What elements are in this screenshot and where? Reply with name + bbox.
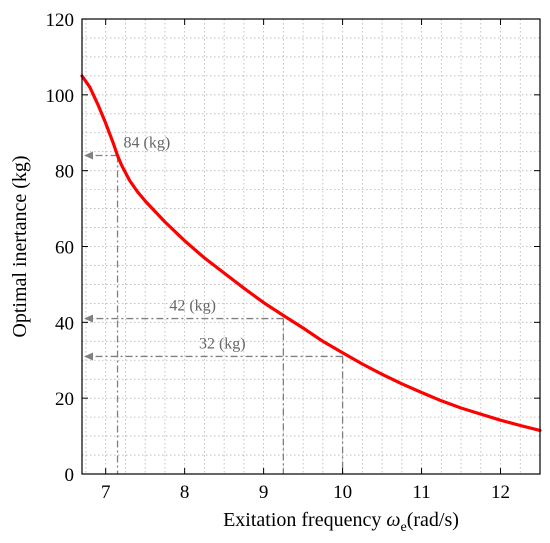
y-axis-title: Optimal inertance (kg) xyxy=(9,155,31,337)
series-line xyxy=(80,74,542,432)
y-tick-label: 100 xyxy=(46,86,75,107)
annotation-arrow-head xyxy=(84,352,93,361)
y-ticks: 0 20 40 60 80 100 120 xyxy=(46,10,540,486)
y-tick-label: 120 xyxy=(46,10,75,31)
y-tick-label: 80 xyxy=(55,162,74,183)
annotation-guides xyxy=(84,151,344,474)
y-tick-label: 60 xyxy=(55,238,74,259)
x-ticks: 7 8 9 10 11 12 xyxy=(101,19,510,503)
annotation-label: 42 (kg) xyxy=(169,298,216,315)
x-tick-label: 10 xyxy=(333,482,352,503)
annotation-label: 84 (kg) xyxy=(124,135,171,152)
y-tick-label: 40 xyxy=(55,313,74,334)
series-layer xyxy=(80,74,542,432)
annotation-arrow-head xyxy=(84,314,93,323)
y-tick-label: 20 xyxy=(55,389,74,410)
x-tick-label: 9 xyxy=(259,482,269,503)
x-tick-label: 7 xyxy=(101,482,111,503)
annotation-label: 32 (kg) xyxy=(199,335,246,352)
x-tick-label: 12 xyxy=(491,482,510,503)
annotation-arrow-head xyxy=(84,151,93,160)
x-tick-label: 11 xyxy=(412,482,430,503)
grid xyxy=(82,18,541,475)
annotation-labels: 84 (kg) 42 (kg) 32 (kg) xyxy=(124,135,246,353)
y-tick-label: 0 xyxy=(65,465,75,486)
x-tick-label: 8 xyxy=(180,482,190,503)
x-axis-title: Exitation frequency ωe(rad/s) xyxy=(223,509,459,535)
